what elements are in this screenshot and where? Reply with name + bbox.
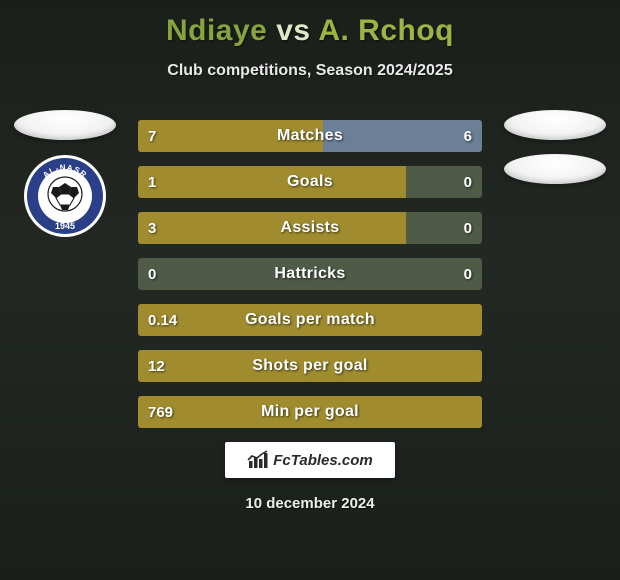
- subtitle: Club competitions, Season 2024/2025: [0, 62, 620, 80]
- vs-label: vs: [276, 14, 310, 47]
- player1-photo-placeholder: [14, 110, 116, 140]
- stat-value-left: 7: [148, 120, 156, 152]
- brand-badge: FcTables.com: [225, 442, 395, 478]
- stat-value-left: 3: [148, 212, 156, 244]
- stat-row: Shots per goal12: [138, 350, 482, 382]
- right-badges: [495, 110, 615, 184]
- stat-label: Min per goal: [138, 396, 482, 428]
- player2-photo-placeholder: [504, 110, 606, 140]
- stat-label: Hattricks: [138, 258, 482, 290]
- brand-text: FcTables.com: [273, 452, 372, 469]
- stat-label: Assists: [138, 212, 482, 244]
- crest-year: 1945: [55, 221, 75, 231]
- stat-label: Shots per goal: [138, 350, 482, 382]
- stat-bars: Matches76Goals10Assists30Hattricks00Goal…: [138, 120, 482, 442]
- stat-label: Goals: [138, 166, 482, 198]
- stat-label: Matches: [138, 120, 482, 152]
- footer-date: 10 december 2024: [0, 495, 620, 512]
- stat-row: Assists3 0: [138, 212, 482, 244]
- club-crest-icon: AL-NASR 1945: [23, 154, 107, 238]
- stat-value-left: 12: [148, 350, 165, 382]
- player1-name: Ndiaye: [166, 14, 267, 47]
- stat-value-right: 0: [464, 258, 472, 290]
- stat-row: Hattricks0 0: [138, 258, 482, 290]
- player1-club-crest: AL-NASR 1945: [23, 154, 107, 238]
- stat-value-right: 0: [464, 166, 472, 198]
- stat-value-left: 0: [148, 258, 156, 290]
- comparison-card: Ndiaye vs A. Rchoq Club competitions, Se…: [0, 0, 620, 580]
- stat-value-left: 1: [148, 166, 156, 198]
- stat-label: Goals per match: [138, 304, 482, 336]
- stat-value-right: 0: [464, 212, 472, 244]
- stat-row: Matches7 6: [138, 120, 482, 152]
- stat-value-left: 0.14: [148, 304, 177, 336]
- stat-row: Goals per match0.14: [138, 304, 482, 336]
- page-title: Ndiaye vs A. Rchoq: [0, 14, 620, 48]
- player2-name: A. Rchoq: [318, 14, 454, 47]
- stat-row: Goals1 0: [138, 166, 482, 198]
- stat-value-right: 6: [464, 120, 472, 152]
- stat-value-left: 769: [148, 396, 173, 428]
- left-badges: AL-NASR 1945: [5, 110, 125, 238]
- stat-row: Min per goal769: [138, 396, 482, 428]
- player2-club-placeholder: [504, 154, 606, 184]
- brand-chart-icon: [247, 450, 269, 470]
